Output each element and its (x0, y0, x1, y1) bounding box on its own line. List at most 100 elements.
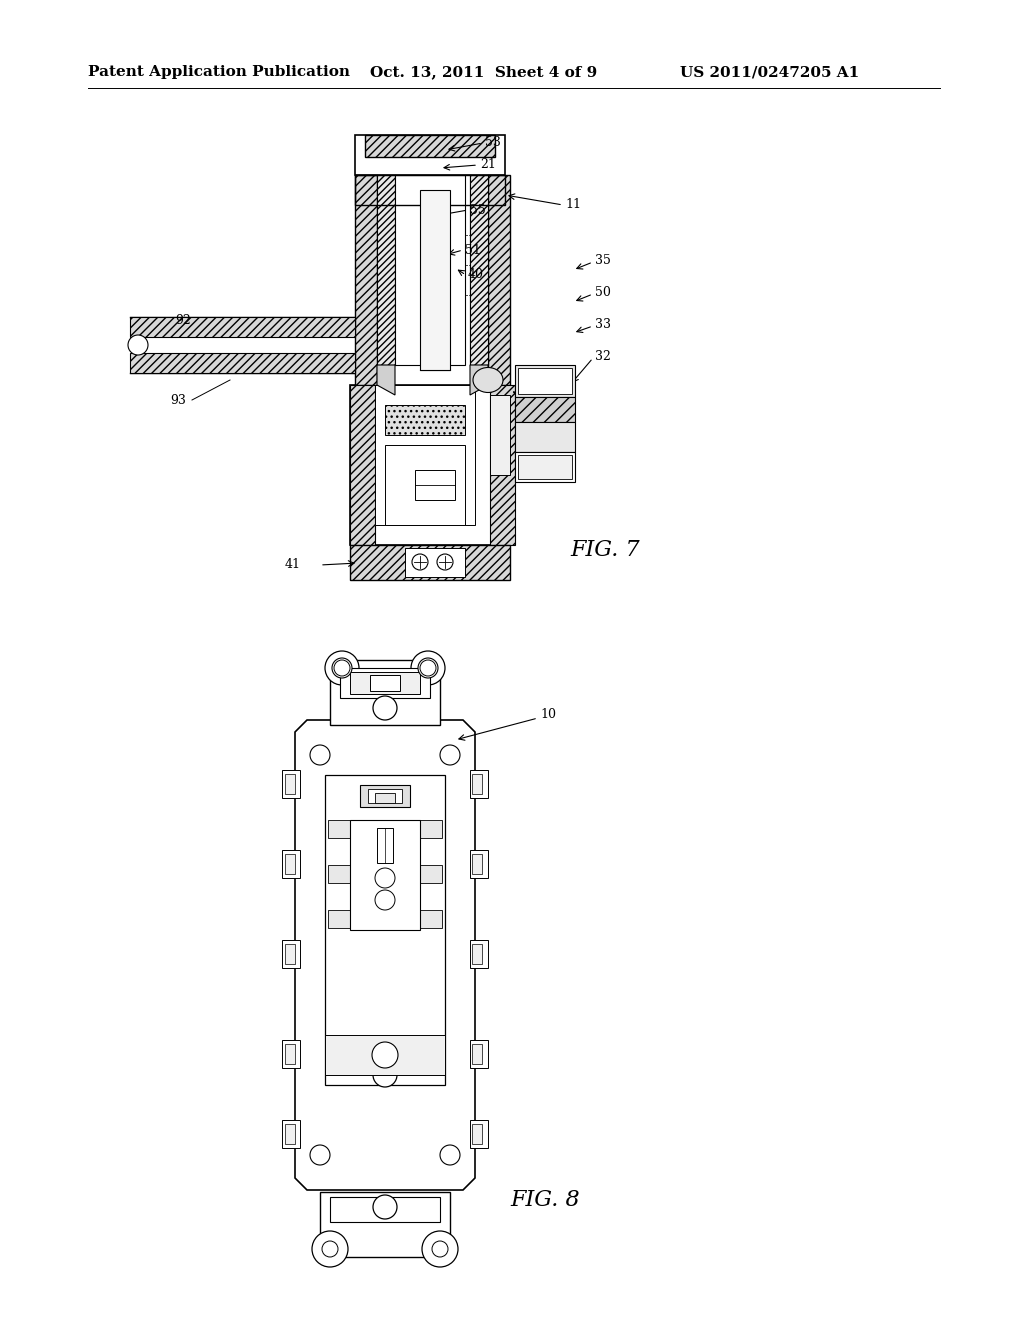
Bar (130, 352, 355, 374)
Bar (130, 317, 355, 337)
Circle shape (375, 890, 395, 909)
Bar (350, 672, 420, 694)
Text: 21: 21 (480, 158, 496, 172)
Circle shape (373, 696, 397, 719)
Bar (470, 176, 488, 366)
Circle shape (373, 1195, 397, 1218)
Text: 32: 32 (595, 351, 611, 363)
Bar (368, 789, 402, 803)
Bar (328, 820, 350, 838)
Circle shape (310, 744, 330, 766)
Bar (340, 668, 430, 698)
Bar (350, 385, 510, 545)
Text: Patent Application Publication: Patent Application Publication (88, 65, 350, 79)
Circle shape (420, 660, 436, 676)
Text: FIG. 7: FIG. 7 (570, 539, 640, 561)
Bar (515, 422, 575, 451)
Text: 51: 51 (465, 243, 481, 256)
Bar (355, 135, 505, 176)
Bar (490, 395, 510, 475)
Bar (518, 455, 572, 479)
Bar (365, 135, 495, 157)
Bar (360, 785, 410, 807)
Circle shape (322, 1241, 338, 1257)
Circle shape (312, 1232, 348, 1267)
Bar (285, 944, 295, 964)
Bar (470, 1040, 488, 1068)
Bar (515, 451, 575, 482)
Bar (282, 940, 300, 968)
Text: 41: 41 (285, 558, 301, 572)
Bar (472, 1125, 482, 1144)
Circle shape (412, 554, 428, 570)
Bar (406, 548, 465, 577)
Bar (377, 828, 393, 863)
Bar (282, 770, 300, 799)
Bar (325, 775, 445, 1085)
Text: 53: 53 (485, 136, 501, 149)
Circle shape (325, 651, 359, 685)
Bar (319, 1192, 450, 1257)
Bar (385, 445, 465, 525)
Text: 33: 33 (595, 318, 611, 331)
Bar (377, 176, 395, 366)
Bar (420, 909, 442, 928)
Text: 31: 31 (530, 393, 546, 407)
Polygon shape (295, 719, 475, 1191)
Bar (375, 793, 395, 803)
Bar (470, 850, 488, 878)
Ellipse shape (473, 367, 503, 392)
Bar (330, 1197, 440, 1222)
Circle shape (128, 335, 148, 355)
Polygon shape (470, 366, 488, 395)
Bar (395, 176, 465, 366)
Circle shape (432, 1241, 449, 1257)
Bar (420, 820, 442, 838)
Bar (515, 366, 575, 397)
Bar (472, 944, 482, 964)
Bar (472, 854, 482, 874)
Bar (490, 385, 515, 545)
Text: 61: 61 (410, 558, 426, 572)
Bar (325, 1035, 445, 1074)
Bar (470, 1119, 488, 1148)
Circle shape (373, 1063, 397, 1086)
Bar (472, 774, 482, 795)
Bar (328, 909, 350, 928)
Circle shape (375, 869, 395, 888)
Bar (518, 368, 572, 393)
Text: 93: 93 (170, 393, 186, 407)
Bar (472, 1044, 482, 1064)
Circle shape (334, 660, 350, 676)
Circle shape (440, 1144, 460, 1166)
Text: Oct. 13, 2011  Sheet 4 of 9: Oct. 13, 2011 Sheet 4 of 9 (370, 65, 597, 79)
Text: US 2011/0247205 A1: US 2011/0247205 A1 (680, 65, 859, 79)
Text: 35: 35 (595, 255, 611, 268)
Text: 50: 50 (595, 286, 611, 300)
Bar (350, 820, 420, 931)
Circle shape (310, 1144, 330, 1166)
Bar (420, 865, 442, 883)
Text: 92: 92 (175, 314, 190, 326)
Bar (470, 940, 488, 968)
Bar (350, 545, 510, 579)
Bar (282, 1040, 300, 1068)
Text: 55: 55 (470, 203, 485, 216)
Bar (328, 865, 350, 883)
Bar (355, 176, 505, 205)
Bar (355, 176, 377, 385)
Bar (415, 470, 455, 500)
Bar (488, 176, 510, 385)
Bar (350, 385, 375, 545)
Text: 10: 10 (540, 709, 556, 722)
Text: FIG. 8: FIG. 8 (510, 1189, 580, 1210)
Bar (470, 770, 488, 799)
Text: 11: 11 (565, 198, 581, 211)
Circle shape (418, 657, 438, 678)
Bar (285, 1125, 295, 1144)
Bar (330, 660, 440, 725)
Bar (370, 675, 400, 690)
Bar (285, 774, 295, 795)
Bar (515, 397, 575, 422)
Bar (282, 850, 300, 878)
